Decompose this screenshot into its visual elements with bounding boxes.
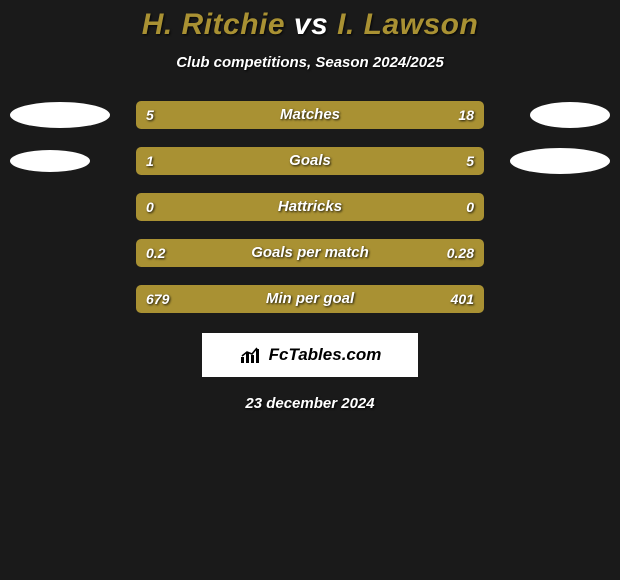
bar-segment-right: [194, 147, 484, 175]
title-vs: vs: [294, 8, 328, 41]
stat-bar: 00Hattricks: [136, 193, 484, 221]
brand-text: FcTables.com: [269, 345, 382, 365]
stat-value-left: 679: [146, 285, 169, 313]
brand-badge: FcTables.com: [202, 333, 418, 377]
stat-value-right: 401: [451, 285, 474, 313]
bar-segment-right: [310, 193, 484, 221]
club-logo-right: [530, 102, 610, 128]
stat-value-right: 0.28: [447, 239, 474, 267]
subtitle: Club competitions, Season 2024/2025: [0, 54, 620, 71]
stat-bar: 679401Min per goal: [136, 285, 484, 313]
stat-value-left: 5: [146, 101, 154, 129]
club-logo-left: [10, 150, 90, 172]
stat-value-right: 5: [466, 147, 474, 175]
stat-bar: 15Goals: [136, 147, 484, 175]
bar-segment-left: [136, 193, 310, 221]
title-player2: I. Lawson: [337, 8, 478, 41]
club-logo-right: [510, 148, 610, 174]
stat-value-left: 1: [146, 147, 154, 175]
date-label: 23 december 2024: [0, 395, 620, 412]
stat-value-right: 0: [466, 193, 474, 221]
stat-row: 518Matches: [0, 99, 620, 131]
stat-row: 679401Min per goal: [0, 283, 620, 315]
comparison-infographic: H. Ritchie vs I. Lawson Club competition…: [0, 0, 620, 580]
bar-segment-left: [136, 147, 194, 175]
brand-chart-icon: [239, 345, 265, 365]
stat-bar: 0.20.28Goals per match: [136, 239, 484, 267]
stat-row: 00Hattricks: [0, 191, 620, 223]
stats-rows: 518Matches15Goals00Hattricks0.20.28Goals…: [0, 99, 620, 315]
club-logo-left: [10, 102, 110, 128]
page-title: H. Ritchie vs I. Lawson: [0, 8, 620, 42]
title-player1: H. Ritchie: [142, 8, 285, 41]
stat-row: 0.20.28Goals per match: [0, 237, 620, 269]
bar-segment-right: [212, 101, 484, 129]
stat-value-left: 0: [146, 193, 154, 221]
stat-bar: 518Matches: [136, 101, 484, 129]
stat-value-right: 18: [458, 101, 474, 129]
stat-value-left: 0.2: [146, 239, 165, 267]
stat-row: 15Goals: [0, 145, 620, 177]
